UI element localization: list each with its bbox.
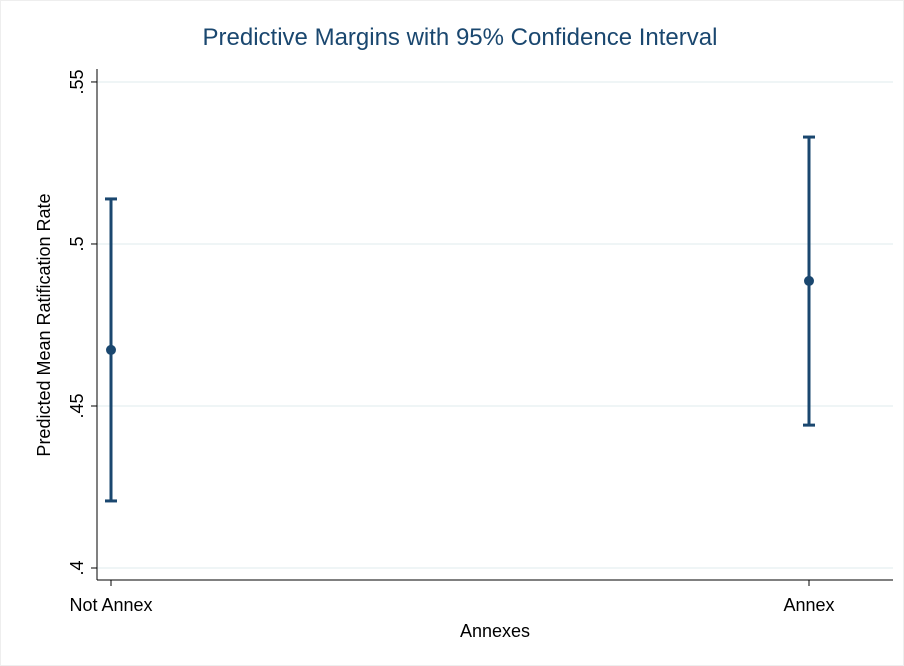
chart-title: Predictive Margins with 95% Confidence I… <box>203 24 718 51</box>
y-tick-label: .4 <box>67 561 87 576</box>
x-axis-label: Annexes <box>460 621 530 641</box>
y-tick-label: .5 <box>67 236 87 251</box>
point <box>804 275 814 286</box>
y-tick-label: .45 <box>67 393 87 418</box>
point <box>106 344 116 355</box>
y-axis-label: Predicted Mean Ratification Rate <box>34 193 54 456</box>
x-tick-label: Annex <box>783 595 834 615</box>
x-tick-label: Not Annex <box>69 595 152 615</box>
y-tick-label: .55 <box>67 69 87 94</box>
